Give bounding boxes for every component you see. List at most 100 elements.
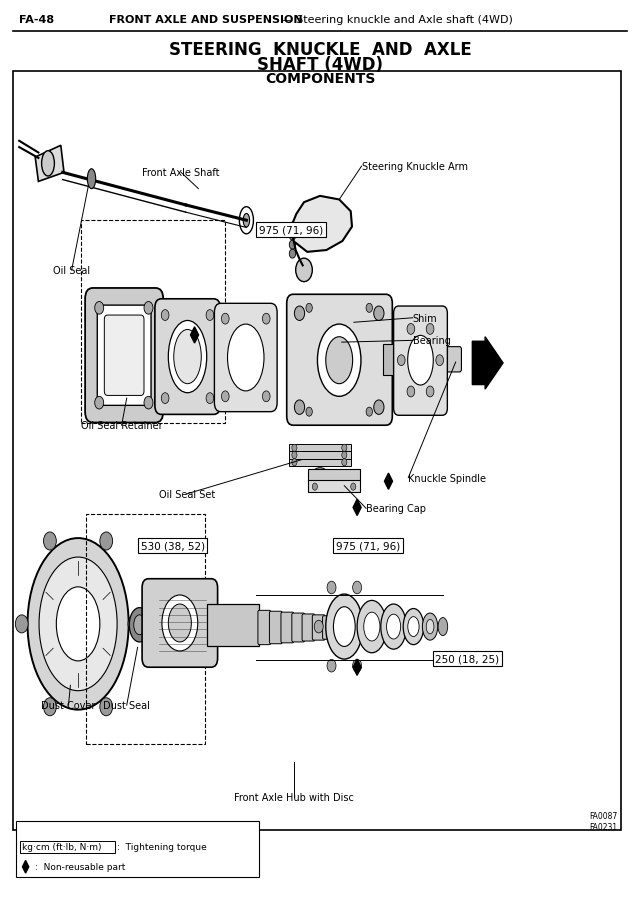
Circle shape: [44, 698, 56, 716]
FancyBboxPatch shape: [97, 306, 151, 406]
Circle shape: [128, 615, 141, 633]
Polygon shape: [353, 500, 361, 516]
Text: Oil Seal Set: Oil Seal Set: [159, 489, 215, 500]
FancyBboxPatch shape: [289, 452, 351, 459]
FancyBboxPatch shape: [302, 614, 315, 641]
Circle shape: [327, 659, 336, 672]
Ellipse shape: [134, 615, 145, 635]
Circle shape: [312, 483, 317, 491]
Text: 975 (71, 96): 975 (71, 96): [336, 540, 400, 551]
Ellipse shape: [243, 214, 250, 228]
FancyBboxPatch shape: [85, 289, 163, 423]
Circle shape: [161, 393, 169, 404]
Circle shape: [426, 324, 434, 335]
Ellipse shape: [333, 607, 355, 647]
Text: FA0087: FA0087: [589, 811, 618, 820]
Circle shape: [161, 310, 169, 321]
Circle shape: [322, 345, 326, 351]
Ellipse shape: [357, 601, 387, 653]
Ellipse shape: [42, 152, 54, 177]
Circle shape: [294, 400, 305, 415]
Ellipse shape: [422, 613, 438, 640]
Text: Bearing Cap: Bearing Cap: [366, 503, 426, 514]
Circle shape: [44, 532, 56, 550]
Circle shape: [326, 345, 331, 350]
Circle shape: [306, 304, 312, 313]
Circle shape: [330, 343, 334, 348]
Circle shape: [206, 393, 214, 404]
FancyBboxPatch shape: [155, 299, 220, 415]
FancyBboxPatch shape: [207, 604, 259, 646]
Circle shape: [397, 355, 405, 366]
Ellipse shape: [317, 325, 361, 397]
FancyBboxPatch shape: [269, 612, 282, 644]
Circle shape: [221, 391, 229, 402]
Circle shape: [296, 259, 312, 282]
Ellipse shape: [438, 618, 448, 636]
Text: Oil Seal: Oil Seal: [53, 265, 90, 276]
Text: Steering Knuckle Arm: Steering Knuckle Arm: [362, 161, 468, 172]
Ellipse shape: [168, 604, 191, 642]
FancyBboxPatch shape: [323, 616, 335, 640]
Ellipse shape: [87, 170, 96, 189]
Circle shape: [332, 340, 335, 345]
Circle shape: [95, 302, 104, 315]
Ellipse shape: [403, 609, 424, 645]
FancyBboxPatch shape: [104, 316, 144, 396]
Circle shape: [289, 223, 296, 232]
Polygon shape: [22, 861, 29, 873]
Text: COMPONENTS: COMPONENTS: [265, 72, 375, 87]
Circle shape: [353, 659, 362, 672]
Circle shape: [306, 408, 312, 417]
Bar: [16, 821, 259, 877]
Ellipse shape: [326, 337, 353, 384]
FancyBboxPatch shape: [258, 611, 271, 645]
Circle shape: [294, 307, 305, 321]
FancyBboxPatch shape: [289, 459, 351, 466]
Text: FA-48: FA-48: [19, 15, 54, 25]
Ellipse shape: [28, 538, 129, 710]
Circle shape: [206, 310, 214, 321]
Ellipse shape: [168, 321, 207, 393]
Ellipse shape: [314, 468, 326, 477]
Text: FRONT AXLE AND SUSPENSION: FRONT AXLE AND SUSPENSION: [109, 15, 303, 25]
Circle shape: [426, 387, 434, 398]
Circle shape: [342, 459, 347, 466]
Bar: [20, 841, 115, 853]
Circle shape: [292, 445, 297, 452]
FancyBboxPatch shape: [289, 445, 351, 452]
Text: STEERING  KNUCKLE  AND  AXLE: STEERING KNUCKLE AND AXLE: [168, 41, 472, 59]
Ellipse shape: [408, 617, 419, 637]
FancyBboxPatch shape: [295, 321, 353, 327]
Ellipse shape: [56, 587, 100, 661]
Circle shape: [144, 302, 153, 315]
Circle shape: [366, 408, 372, 417]
Circle shape: [366, 304, 372, 313]
Ellipse shape: [387, 614, 401, 640]
Circle shape: [100, 698, 113, 716]
Bar: [13, 72, 621, 830]
Circle shape: [289, 250, 296, 259]
Text: Shim: Shim: [413, 313, 437, 324]
Ellipse shape: [39, 557, 117, 691]
Ellipse shape: [228, 325, 264, 391]
Text: SHAFT (4WD): SHAFT (4WD): [257, 56, 383, 74]
Text: Dust Seal: Dust Seal: [103, 700, 150, 711]
FancyBboxPatch shape: [295, 314, 353, 320]
Circle shape: [374, 307, 384, 321]
Circle shape: [353, 582, 362, 594]
Text: 975 (71, 96): 975 (71, 96): [259, 225, 323, 235]
Circle shape: [312, 340, 316, 345]
Text: Front Axle Hub with Disc: Front Axle Hub with Disc: [234, 792, 355, 803]
Circle shape: [436, 355, 444, 366]
Polygon shape: [291, 197, 352, 253]
Polygon shape: [385, 474, 392, 490]
Circle shape: [292, 452, 297, 459]
FancyBboxPatch shape: [142, 579, 218, 667]
Circle shape: [289, 232, 296, 241]
Circle shape: [317, 336, 321, 341]
Ellipse shape: [315, 337, 333, 348]
Text: :  Tightening torque: : Tightening torque: [117, 842, 207, 851]
Ellipse shape: [426, 620, 434, 634]
Circle shape: [292, 459, 297, 466]
